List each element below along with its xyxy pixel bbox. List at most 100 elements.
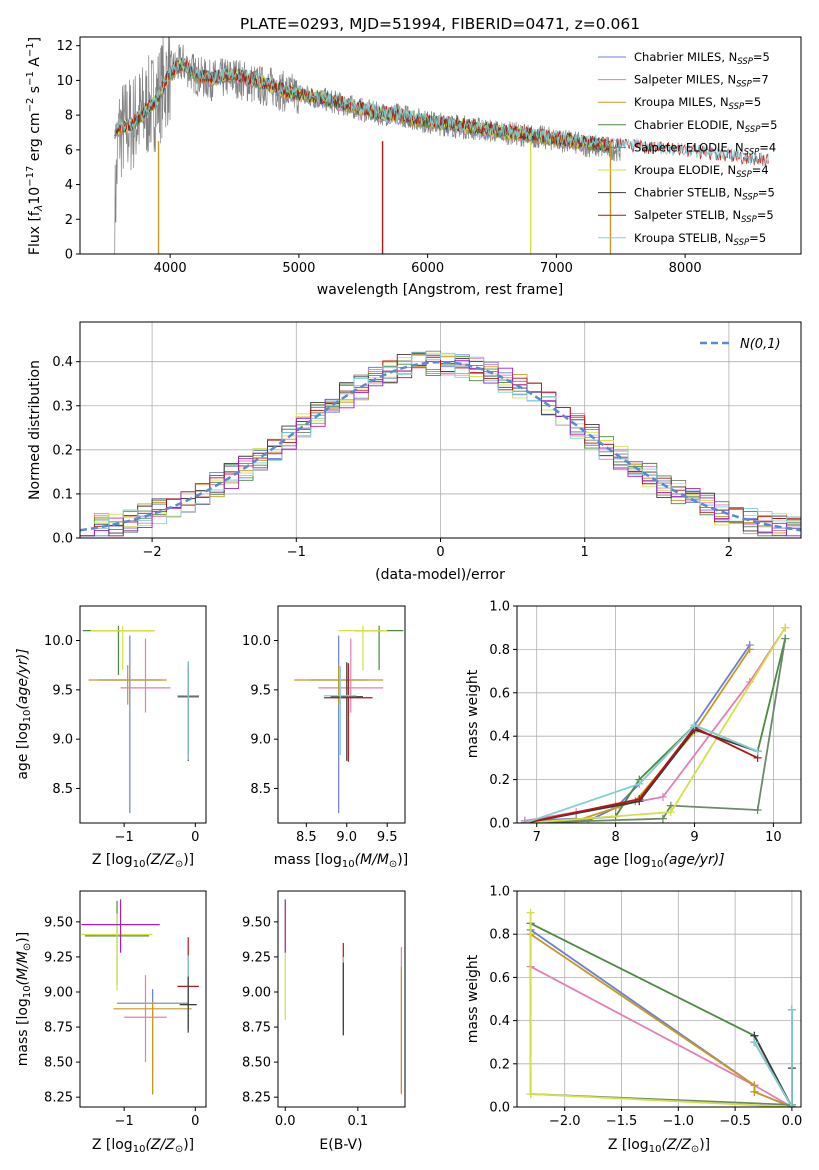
plot-area [520,623,790,823]
x-tick-label: −1 [115,1114,134,1129]
plot-area [82,625,199,814]
x-tick-label: 9 [690,830,698,845]
legend-entry: Salpeter ELODIE, NSSP=4 [634,140,776,157]
axes-6: −1 0 8.25 8.50 8.75 9.00 9.25 9.50 [44,890,207,1129]
y-tick-label: 10.0 [44,634,73,649]
plot-area [294,625,404,814]
x-axis-label: wavelength [Angstrom, rest frame] [317,282,563,298]
axes-frame [79,890,207,1108]
error-bar-point [318,638,384,713]
x-axis-label: age [log10(age/yr)] [593,852,724,870]
weight-marker [658,792,667,801]
y-tick-label: 6 [65,143,73,158]
y-axis-label: age [log10(age/yr)] [15,648,33,779]
x-axis-label: Z [log10(Z/Z⊙)] [92,852,194,870]
error-bar-point [113,1001,192,1093]
error-bar-point [81,913,153,991]
weight-line [530,922,793,1107]
y-tick-label: 0.2 [489,1057,510,1072]
weight-marker [750,1038,759,1047]
legend-entry: N(0,1) [740,337,781,352]
weight-marker [753,805,762,814]
x-tick-label: 7000 [540,261,573,276]
axes-1: 4000 5000 6000 7000 8000 0 2 4 6 8 10 12 [56,36,802,276]
legend-entry: Kroupa ELODIE, NSSP=4 [634,163,769,180]
error-bar-point [330,662,363,761]
y-tick-label: 8 [65,109,73,124]
weight-marker [666,808,675,817]
y-tick-label: 9.5 [52,683,73,698]
weight-marker [520,819,529,823]
weight-marker [526,1090,535,1099]
y-tick-label: 0.0 [489,1101,510,1116]
x-tick-label: −0.5 [719,1114,751,1129]
x-tick-label: −2.0 [549,1114,581,1129]
weight-line [524,627,786,823]
y-tick-label: 9.50 [44,915,73,930]
weight-series [526,925,796,1107]
error-bar-point [324,663,373,762]
y-tick-label: 0.1 [52,487,73,502]
weight-series [526,919,796,1107]
error-bar-point [81,899,160,953]
x-tick-label: 10 [765,830,782,845]
error-bar-point [324,666,357,755]
legend-entry: Salpeter MILES, NSSP=7 [634,73,769,90]
weight-line [524,627,786,822]
error-bar-point [310,635,367,814]
plot-area [526,908,796,1107]
y-tick-label: 9.0 [250,733,271,748]
y-tick-label: 9.00 [242,985,271,1000]
error-bar-point [177,661,199,760]
weight-line [524,728,758,823]
legend-entry: Kroupa STELIB, NSSP=5 [634,231,766,248]
weight-marker [690,721,699,730]
x-axis-label: (data-model)/error [375,567,505,583]
x-tick-label: 7 [533,830,541,845]
x-tick-label: −1 [287,545,306,560]
x-tick-label: −1.0 [663,1114,695,1129]
axes-5: 7 8 9 10 0.0 0.2 0.4 0.6 0.8 1.0 [489,600,802,845]
y-tick-label: 8.5 [250,782,271,797]
error-bar-point [338,625,388,671]
x-axis-label: mass [log10(M/M⊙)] [274,852,408,870]
x-tick-label: 0.0 [782,1114,803,1129]
y-tick-label: 9.0 [52,733,73,748]
weight-series [520,623,790,823]
y-tick-label: 4 [65,178,73,193]
y-tick-label: 0.0 [52,532,73,547]
x-tick-label: 0 [436,545,444,560]
chart-title: PLATE=0293, MJD=51994, FIBERID=0471, z=0… [240,15,640,33]
weight-marker [781,623,790,632]
y-tick-label: 8.75 [242,1021,271,1036]
weight-line [524,638,787,823]
weight-series [520,623,790,823]
y-axis-label: mass weight [465,669,481,758]
axes-frame [516,605,802,824]
y-tick-label: 0.0 [489,817,510,832]
weight-marker [781,634,790,643]
axes-frame [277,890,406,1108]
x-tick-label: 4000 [154,261,187,276]
y-tick-label: 8.50 [242,1056,271,1071]
y-tick-label: 9.25 [242,950,271,965]
axes-frame [79,321,802,539]
x-tick-label: 8 [611,830,619,845]
axes-frame [79,36,802,255]
x-tick-label: 0.1 [347,1114,368,1129]
error-bar-point [88,665,167,705]
x-axis-label: Z [log10(Z/Z⊙)] [608,1137,710,1155]
weight-series [520,641,754,823]
x-tick-label: −1.5 [606,1114,638,1129]
weight-marker [753,747,762,756]
y-tick-label: 8.25 [44,1091,73,1106]
error-bar-point [179,976,197,1033]
x-tick-label: 8.5 [296,830,317,845]
x-tick-label: −1 [115,830,134,845]
x-tick-label: 1 [581,545,589,560]
weight-series [526,919,796,1107]
weight-line [753,1009,793,1107]
y-tick-label: 2 [65,213,73,228]
y-tick-label: 12 [56,39,73,54]
y-tick-label: 10.0 [242,634,271,649]
